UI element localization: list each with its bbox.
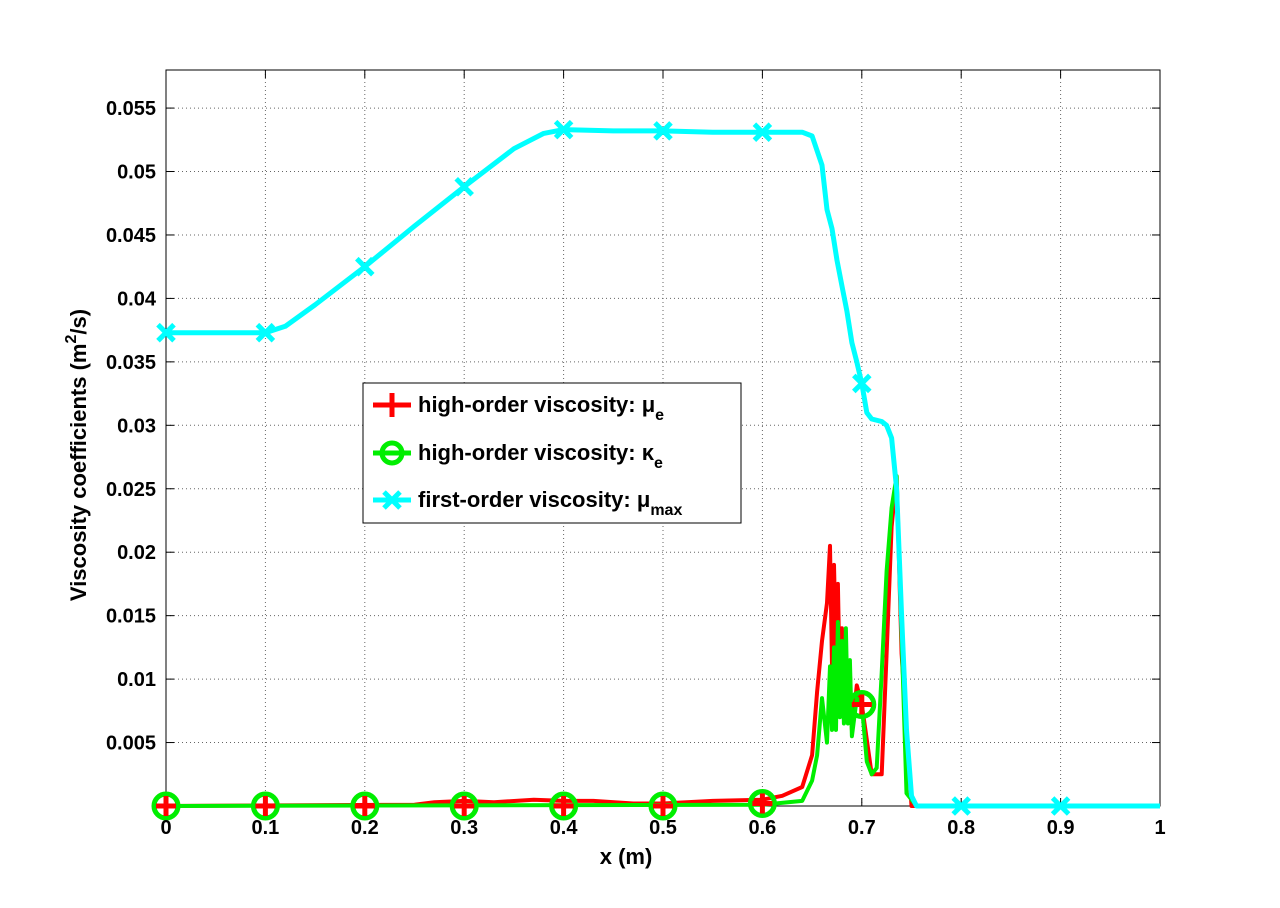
series-marker-x — [1050, 796, 1071, 816]
x-tick-label: 0.7 — [848, 817, 876, 839]
legend-label-kappa-e: high-order viscosity: κ — [418, 440, 655, 465]
tick-labels: 0 0.1 0.2 0.3 0.4 0.5 0.6 0.7 0.8 0.9 1 0.005 0.01 0.… — [106, 98, 1166, 839]
series-marker-circle — [151, 791, 181, 821]
y-axis-label: Viscosity coefficients (m2/s) — [63, 309, 91, 601]
legend-entry-mu-max: first-order viscosity: μmax — [373, 487, 682, 519]
y-tick-label: 0.02 — [117, 542, 156, 564]
y-tick-label: 0.025 — [106, 479, 156, 501]
legend-box — [362, 382, 742, 524]
series-marker-x — [156, 322, 176, 343]
series-marker-circle — [747, 788, 777, 818]
y-tick-label: 0.045 — [106, 225, 156, 247]
y-tick-label: 0.015 — [106, 606, 156, 628]
series-marker-x — [454, 176, 474, 197]
y-axis-label-superscript: 2 — [63, 335, 80, 344]
legend-label-mu-max: first-order viscosity: μ — [418, 487, 650, 512]
x-tick-label: 0.8 — [947, 817, 975, 839]
y-tick-label: 0.05 — [117, 162, 156, 184]
x-tick-label: 0.2 — [351, 817, 379, 839]
svg-text:first-order viscosity: μmax: first-order viscosity: μmax — [418, 487, 682, 519]
x-tick-label: 0 — [160, 817, 171, 839]
series-marker-x — [255, 322, 276, 343]
x-tick-label: 0.6 — [748, 817, 776, 839]
series-marker-circle — [549, 791, 579, 821]
legend-plus-marker — [380, 393, 404, 417]
legend-label-mu-e-sub: e — [655, 407, 664, 424]
series-marker-circle — [250, 791, 280, 821]
series-marker-plus — [255, 796, 276, 816]
y-tick-label: 0.005 — [106, 733, 156, 755]
series-marker-x — [355, 256, 375, 277]
x-tick-label: 1 — [1154, 817, 1165, 839]
series-marker-plus — [454, 796, 475, 816]
series-marker-plus — [851, 694, 872, 715]
y-tick-label: 0.055 — [106, 98, 156, 120]
legend-x-marker — [382, 490, 402, 510]
series-marker-plus — [553, 796, 574, 816]
y-axis-label-end: /s) — [66, 309, 91, 335]
y-tick-label: 0.01 — [117, 669, 156, 691]
y-tick-label: 0.035 — [106, 352, 156, 374]
x-tick-label: 0.9 — [1047, 817, 1075, 839]
series-marker-x — [951, 796, 971, 816]
series-marker-x — [653, 121, 673, 141]
series-marker-circle — [648, 791, 678, 821]
y-axis-label-main: Viscosity coefficients (m — [66, 344, 91, 602]
legend-label-kappa-e-sub: e — [654, 455, 663, 472]
legend-entry-kappa-e: high-order viscosity: κe — [373, 440, 663, 472]
svg-text:high-order viscosity: μe: high-order viscosity: μe — [418, 392, 664, 424]
x-tick-label: 0.3 — [450, 817, 478, 839]
series-marker-x — [553, 119, 574, 140]
series-marker-plus — [653, 796, 673, 816]
legend: high-order viscosity: μe high-order visc… — [362, 382, 742, 524]
series-marker-circle — [449, 791, 479, 821]
series-markers — [151, 119, 1071, 821]
series-marker-x — [852, 373, 872, 394]
legend-label-mu-max-sub: max — [650, 502, 682, 519]
series-marker-x — [752, 122, 773, 142]
x-tick-label: 0.1 — [251, 817, 279, 839]
legend-label-mu-e: high-order viscosity: μ — [418, 392, 655, 417]
legend-circle-marker — [379, 440, 405, 466]
y-tick-label: 0.04 — [117, 288, 157, 310]
series-line-mu-e — [165, 474, 1160, 808]
x-tick-label: 0.5 — [649, 817, 677, 839]
legend-entry-mu-e: high-order viscosity: μe — [373, 392, 664, 424]
series-marker-circle — [847, 689, 877, 719]
x-tick-label: 0.4 — [550, 817, 579, 839]
svg-text:high-order viscosity: κe: high-order viscosity: κe — [418, 440, 663, 472]
series-marker-plus — [752, 793, 773, 814]
x-axis-label: x (m) — [600, 844, 653, 869]
y-tick-label: 0.03 — [117, 415, 156, 437]
series-line-kappa-e — [165, 474, 1160, 808]
series-marker-plus — [156, 796, 176, 816]
series-marker-circle — [350, 791, 380, 821]
series-marker-plus — [354, 796, 375, 816]
